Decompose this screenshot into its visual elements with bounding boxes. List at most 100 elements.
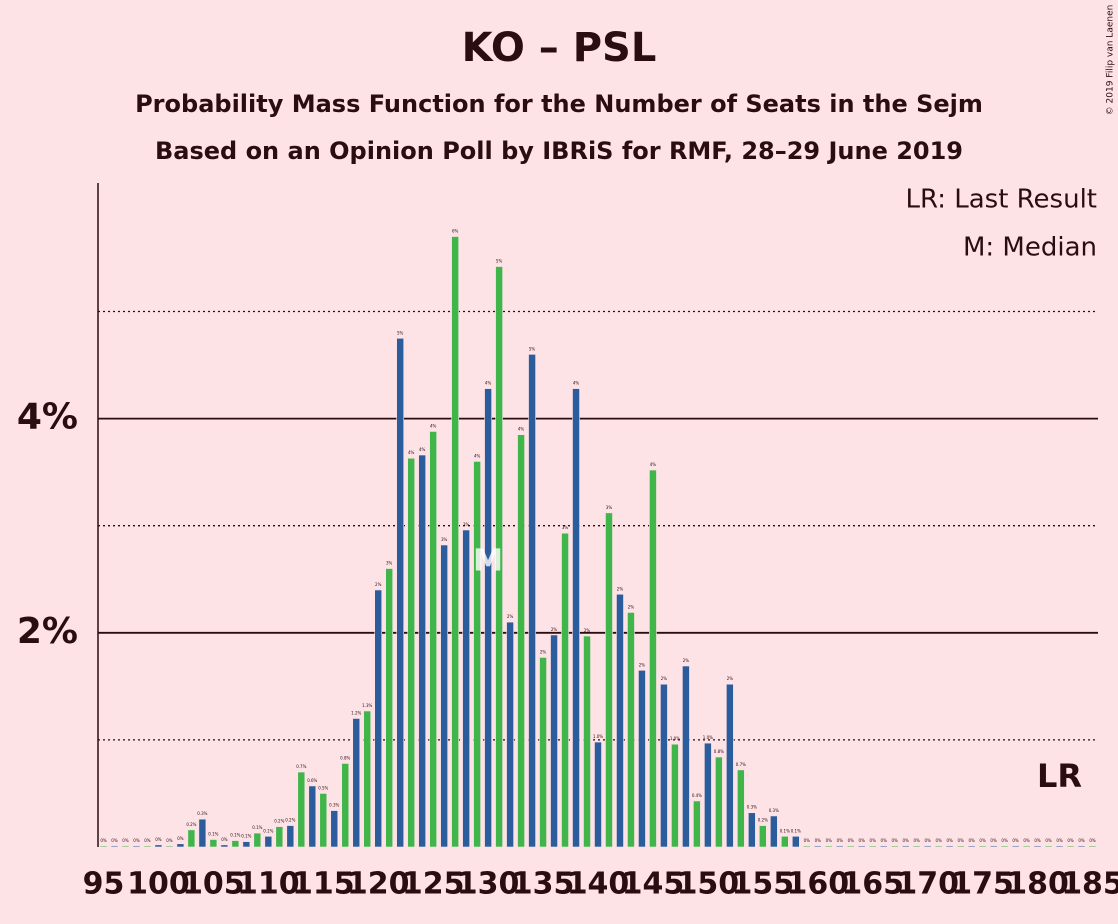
value-label: 0% xyxy=(804,838,811,843)
value-label: 4% xyxy=(485,381,492,386)
x-tick-label: 175 xyxy=(951,867,1014,902)
bar xyxy=(737,769,745,848)
bar xyxy=(605,512,613,848)
bar xyxy=(462,529,470,848)
value-label: 0.3% xyxy=(329,803,339,808)
value-label: 1.2% xyxy=(351,710,361,715)
bar xyxy=(132,845,141,848)
bar xyxy=(253,832,262,848)
value-label: 3% xyxy=(386,561,393,566)
bar xyxy=(1066,845,1075,848)
value-label: 2% xyxy=(540,649,547,654)
bar xyxy=(660,683,668,848)
value-label: 4% xyxy=(650,462,657,467)
value-label: 4% xyxy=(518,427,525,432)
bar xyxy=(759,825,767,848)
bar xyxy=(506,621,514,848)
x-tick-label: 125 xyxy=(402,867,465,902)
bar xyxy=(110,845,119,848)
value-label: 0.1% xyxy=(230,833,240,838)
x-tick-label: 165 xyxy=(841,867,904,902)
bar xyxy=(813,845,822,848)
value-label: 0% xyxy=(1089,838,1096,843)
legend-entry: M: Median xyxy=(963,233,1097,263)
bar xyxy=(770,815,778,848)
bar xyxy=(704,742,712,848)
bar xyxy=(440,544,448,848)
value-label: 0% xyxy=(133,838,140,843)
bar xyxy=(956,845,965,848)
chart-subtitle: Based on an Opinion Poll by IBRiS for RM… xyxy=(155,137,963,165)
value-label: 0% xyxy=(870,838,877,843)
bar xyxy=(341,763,350,848)
value-label: 2% xyxy=(661,676,668,681)
value-label: 3% xyxy=(606,505,613,510)
bar xyxy=(418,454,426,848)
value-label: 0% xyxy=(1056,838,1063,843)
x-tick-label: 170 xyxy=(896,867,959,902)
bar xyxy=(330,810,339,848)
value-label: 0% xyxy=(914,838,921,843)
bar xyxy=(539,657,547,848)
copyright: © 2019 Filip van Laenen xyxy=(1106,5,1116,116)
bar xyxy=(396,337,405,848)
value-label: 0% xyxy=(1034,838,1041,843)
value-label: 0% xyxy=(848,838,855,843)
value-label: 0.1% xyxy=(791,828,801,833)
value-label: 0% xyxy=(1023,838,1030,843)
bar xyxy=(451,236,459,848)
bar xyxy=(264,835,273,848)
bar xyxy=(989,845,998,848)
bar xyxy=(176,843,185,848)
bar xyxy=(748,812,756,848)
value-label: 0.1% xyxy=(241,834,251,839)
bar xyxy=(616,593,624,848)
x-tick-label: 110 xyxy=(237,867,300,902)
bar xyxy=(484,388,492,848)
x-tick-label: 155 xyxy=(732,867,795,902)
value-label: 0% xyxy=(221,837,228,842)
bar xyxy=(209,839,218,848)
value-label: 0% xyxy=(1012,838,1019,843)
value-label: 0% xyxy=(826,838,833,843)
value-label: 0.2% xyxy=(274,819,284,824)
value-label: 2% xyxy=(617,586,624,591)
y-tick-label: 2% xyxy=(17,611,78,652)
bar xyxy=(879,845,888,848)
value-label: 0% xyxy=(957,838,964,843)
bar xyxy=(561,532,569,848)
bar xyxy=(791,835,800,848)
bar xyxy=(308,785,317,848)
bar xyxy=(154,844,163,848)
value-label: 5% xyxy=(529,346,536,351)
value-label: 0.1% xyxy=(263,828,273,833)
value-label: 0.5% xyxy=(318,785,328,790)
bar xyxy=(121,845,130,848)
value-label: 0.8% xyxy=(714,749,724,754)
chart-title: KO – PSL xyxy=(462,25,657,71)
bar xyxy=(912,845,921,848)
value-label: 2% xyxy=(683,658,690,663)
bar xyxy=(583,635,591,848)
bar xyxy=(143,845,152,848)
x-tick-label: 160 xyxy=(786,867,849,902)
value-label: 0% xyxy=(903,838,910,843)
bar xyxy=(1033,845,1042,848)
value-label: 4% xyxy=(408,450,415,455)
value-label: 0% xyxy=(935,838,942,843)
x-tick-label: 95 xyxy=(83,867,125,902)
bar xyxy=(594,741,602,848)
bar xyxy=(726,683,734,848)
last-result-marker: LR xyxy=(1037,757,1082,795)
bar xyxy=(1044,845,1053,848)
x-tick-label: 140 xyxy=(567,867,630,902)
bar xyxy=(220,844,229,848)
value-label: 0.1% xyxy=(252,825,262,830)
y-tick-label: 4% xyxy=(17,397,78,438)
value-label: 0% xyxy=(968,838,975,843)
value-label: 0% xyxy=(892,838,899,843)
value-label: 2% xyxy=(507,614,514,619)
bar xyxy=(374,589,383,848)
x-tick-label: 130 xyxy=(457,867,520,902)
